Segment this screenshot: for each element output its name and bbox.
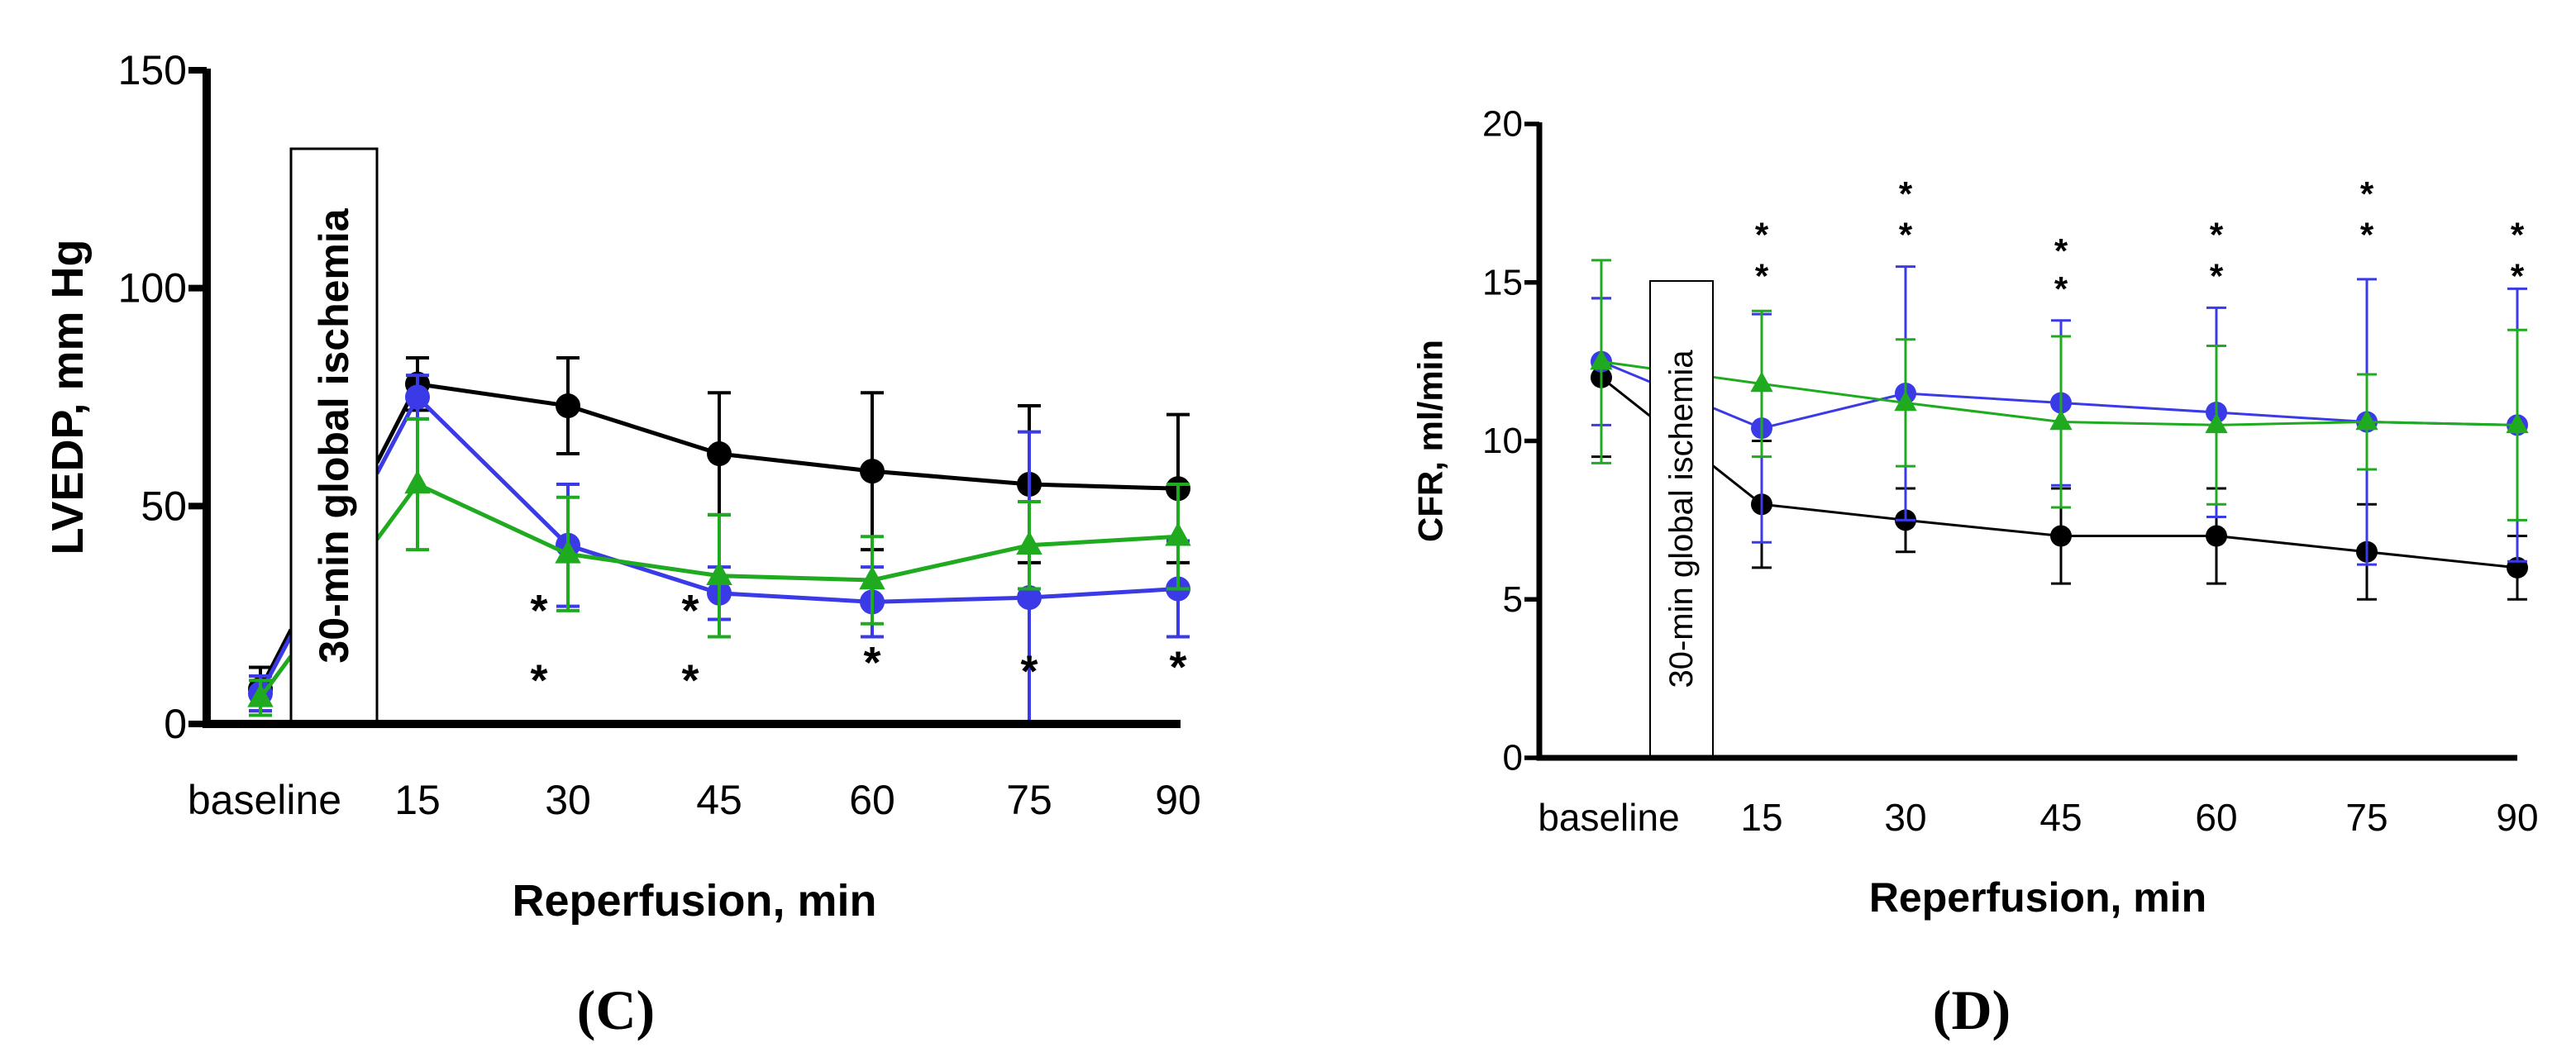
significance-marker: *: [2210, 216, 2224, 255]
y-tick-label: 50: [141, 483, 187, 529]
data-point: [1894, 390, 1917, 412]
x-tick-label: 60: [2195, 796, 2237, 839]
data-point: [1017, 585, 1042, 611]
panel-label: (C): [577, 978, 655, 1041]
y-tick-label: 10: [1482, 421, 1523, 461]
series-line-segment: [1712, 375, 1763, 385]
significance-marker: *: [2511, 216, 2525, 255]
ischemia-box: 30-min global ischemia: [1649, 280, 1714, 758]
chart-panel-c: 30-min global ischemia 0 50 100 150 baseline 1…: [43, 47, 1201, 1041]
significance-marker: *: [1020, 647, 1038, 697]
series-black: [1591, 297, 2528, 601]
y-tick-label: 0: [164, 701, 187, 747]
data-point: [2206, 525, 2227, 547]
data-point: [555, 540, 581, 564]
data-point: [1750, 371, 1773, 393]
significance-marker: *: [2511, 257, 2525, 296]
series-line: [416, 395, 1179, 604]
significance-marker: *: [2054, 269, 2068, 308]
x-tick-label: 45: [2039, 796, 2082, 839]
data-point: [2050, 525, 2072, 547]
data-point: [1590, 349, 1613, 370]
ischemia-label: 30-min global ischemia: [311, 207, 357, 663]
data-point: [859, 565, 885, 590]
x-tick-label: 75: [1006, 777, 1052, 823]
ischemia-label: 30-min global ischemia: [1663, 350, 1700, 688]
series-line: [1761, 502, 2518, 569]
data-point: [860, 459, 885, 484]
y-axis-title: LVEDP, mm Hg: [43, 239, 93, 555]
x-tick-label: 90: [1155, 777, 1201, 823]
data-point: [2355, 409, 2378, 431]
data-point: [1016, 531, 1042, 555]
significance-marker: *: [1755, 216, 1769, 255]
x-axis-title: Reperfusion, min: [512, 876, 876, 926]
y-tick-label: 0: [1503, 738, 1523, 778]
series-line: [1761, 382, 2518, 426]
data-point: [706, 561, 732, 585]
x-tick-label: 15: [394, 777, 441, 823]
significance-marker: *: [1899, 174, 1913, 213]
x-tick-label: 75: [2345, 796, 2388, 839]
significance-marker: *: [530, 586, 547, 636]
data-point: [1165, 521, 1191, 546]
panel-label: (D): [1933, 978, 2011, 1041]
series-green: [1590, 259, 2529, 521]
chart-panel-d: 30-min global ischemia 0 5 10 15 20 baseline 15…: [1411, 104, 2539, 1042]
x-tick-label: 60: [849, 777, 895, 823]
y-tick-label: 100: [118, 265, 187, 312]
x-tick-label: 15: [1740, 796, 1782, 839]
x-tick-label: baseline: [188, 777, 341, 823]
x-tick-label: 30: [1884, 796, 1926, 839]
y-tick-label: 5: [1503, 579, 1523, 620]
data-point: [707, 441, 732, 467]
series-line: [417, 382, 1179, 491]
data-point: [2205, 412, 2228, 434]
series-line-segment: [1600, 360, 1651, 370]
significance-marker: *: [863, 638, 880, 688]
data-point: [2049, 409, 2073, 431]
significance-marker: *: [1899, 216, 1913, 255]
significance-marker: *: [1169, 642, 1186, 692]
ischemia-box-frame: [289, 147, 379, 725]
significance-marker: *: [681, 655, 699, 705]
x-tick-label: baseline: [1538, 796, 1679, 839]
series-line: [416, 482, 1179, 583]
significance-marker: *: [1755, 257, 1769, 296]
data-point: [2506, 412, 2529, 434]
y-tick-label: 15: [1482, 262, 1523, 302]
x-tick-label: 90: [2496, 796, 2538, 839]
series-line-segment: [258, 655, 293, 699]
x-axis-title: Reperfusion, min: [1869, 874, 2206, 921]
significance-marker: *: [2360, 216, 2374, 255]
series-line-segment: [374, 396, 420, 475]
y-axis-title: CFR, ml/min: [1411, 340, 1450, 542]
y-tick-label: 150: [118, 47, 187, 93]
significance-marker: *: [2360, 174, 2374, 213]
x-tick-label: 30: [545, 777, 591, 823]
y-tick-label: 20: [1482, 104, 1523, 145]
significance-marker: *: [530, 655, 547, 705]
data-point: [404, 469, 431, 494]
x-tick-label: 45: [696, 777, 742, 823]
data-point: [556, 393, 580, 419]
data-point: [247, 683, 274, 707]
significance-marker: *: [2054, 231, 2068, 270]
ischemia-box: 30-min global ischemia: [289, 147, 379, 725]
significance-marker: *: [2210, 257, 2224, 296]
data-point: [405, 384, 430, 410]
significance-marker: *: [681, 586, 699, 636]
series-green: [247, 417, 1191, 717]
